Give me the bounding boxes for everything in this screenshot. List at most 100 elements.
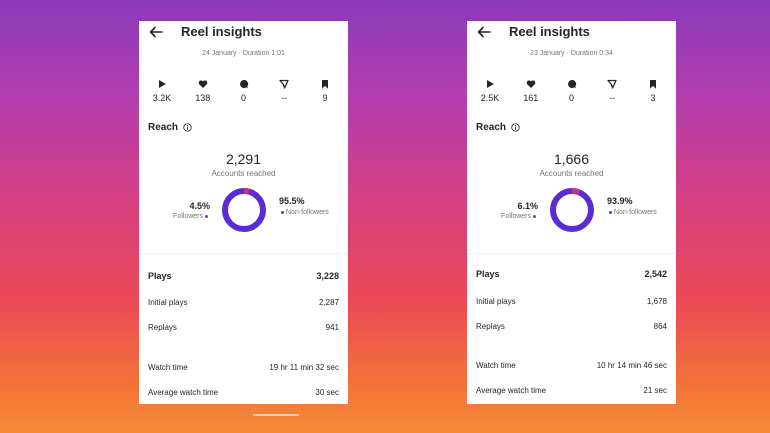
followers-label: Followers <box>173 213 203 220</box>
plays-row: Plays 3,228 <box>148 271 339 281</box>
accounts-reached-count: 1,666 <box>553 151 590 167</box>
reach-heading: Reach <box>148 122 192 133</box>
donut-non-followers-arc <box>550 188 594 232</box>
stat-value: 138 <box>195 93 211 103</box>
followers-legend: 6.1% Followers <box>501 201 538 220</box>
initial-plays-label: Initial plays <box>148 298 188 307</box>
avg-watch-time-value: 21 sec <box>643 386 667 395</box>
watch-time-value: 10 hr 14 min 46 sec <box>596 361 667 370</box>
divider <box>467 253 676 254</box>
stat-value: 0 <box>240 93 246 103</box>
watch-time-label: Watch time <box>148 363 188 372</box>
avg-watch-time-row: Average watch time 30 sec <box>148 388 339 397</box>
donut-followers-arc <box>550 188 594 232</box>
replays-label: Replays <box>148 323 177 332</box>
accounts-reached-label: Accounts reached <box>211 169 276 178</box>
followers-dot <box>533 214 536 218</box>
replays-row: Replays 941 <box>148 323 339 332</box>
non-followers-label: Non-followers <box>614 209 657 216</box>
donut-followers-arc <box>222 188 266 232</box>
arrow-left-icon[interactable] <box>476 24 492 40</box>
non-followers-legend: 95.5% Non-followers <box>279 196 329 217</box>
plays-label: Plays <box>148 271 172 281</box>
plays-row: Plays 2,542 <box>476 269 667 279</box>
followers-legend: 4.5% Followers <box>173 201 210 220</box>
avg-watch-time-row: Average watch time 21 sec <box>476 386 667 395</box>
stat-plays: 2.5K <box>473 79 507 109</box>
accounts-reached-label: Accounts reached <box>539 169 604 178</box>
followers-label: Followers <box>501 213 531 220</box>
stat-value: 161 <box>523 93 539 103</box>
stat-value: 3.2K <box>152 93 172 103</box>
initial-plays-label: Initial plays <box>476 297 516 306</box>
comment-icon <box>239 79 248 88</box>
stat-saves: 9 <box>308 79 342 109</box>
header: Reel insights <box>467 21 676 45</box>
initial-plays-value: 1,678 <box>646 297 667 306</box>
stat-likes: 138 <box>186 79 220 109</box>
non-followers-legend: 93.9% Non-followers <box>607 196 657 217</box>
non-followers-dot <box>609 210 612 214</box>
stat-value: 3 <box>650 93 656 103</box>
reel-meta: 24 January · Duration 1:01 <box>202 50 285 57</box>
stat-comments: 0 <box>555 79 589 109</box>
non-followers-label: Non-followers <box>286 209 329 216</box>
non-followers-percent: 93.9% <box>607 196 633 206</box>
heart-icon <box>526 80 536 88</box>
stat-shares: -- <box>595 79 629 109</box>
replays-row: Replays 864 <box>476 322 667 331</box>
plays-label: Plays <box>476 269 500 279</box>
send-icon <box>607 79 617 89</box>
watch-time-row: Watch time 19 hr 11 min 32 sec <box>148 363 339 372</box>
send-icon <box>279 79 289 89</box>
watch-time-label: Watch time <box>476 361 516 370</box>
stat-value: -- <box>281 93 288 103</box>
stat-likes: 161 <box>514 79 548 109</box>
initial-plays-value: 2,287 <box>318 298 339 307</box>
plays-value: 3,228 <box>316 271 339 281</box>
initial-plays-row: Initial plays 1,678 <box>476 297 667 306</box>
replays-value: 864 <box>653 322 667 331</box>
divider <box>139 253 348 254</box>
bookmark-icon <box>322 80 328 89</box>
bookmark-icon <box>650 80 656 89</box>
info-icon[interactable] <box>511 123 520 132</box>
replays-label: Replays <box>476 322 505 331</box>
accounts-reached-count: 2,291 <box>225 151 262 167</box>
stat-shares: -- <box>267 79 301 109</box>
non-followers-dot <box>281 210 284 214</box>
play-icon <box>487 80 494 88</box>
followers-dot <box>205 214 208 218</box>
stat-comments: 0 <box>227 79 261 109</box>
audience-donut-chart <box>550 188 594 232</box>
stat-value: -- <box>609 93 616 103</box>
followers-percent: 4.5% <box>189 201 210 211</box>
info-icon[interactable] <box>183 123 192 132</box>
stat-value: 9 <box>322 93 328 103</box>
avg-watch-time-label: Average watch time <box>148 388 219 397</box>
comment-icon <box>567 79 576 88</box>
watch-time-value: 19 hr 11 min 32 sec <box>269 363 339 372</box>
stats-row: 2.5K 161 0 -- 3 <box>473 79 670 109</box>
replays-value: 941 <box>325 323 339 332</box>
avg-watch-time-label: Average watch time <box>476 386 547 395</box>
donut-non-followers-arc <box>222 188 266 232</box>
reel-insights-card: Reel insights 23 January · Duration 0:34… <box>467 21 676 404</box>
stats-row: 3.2K 138 0 -- 9 <box>145 79 342 109</box>
play-icon <box>159 80 166 88</box>
reach-label: Reach <box>148 122 179 133</box>
reach-heading: Reach <box>476 122 520 133</box>
reel-meta: 23 January · Duration 0:34 <box>530 50 613 57</box>
initial-plays-row: Initial plays 2,287 <box>148 298 339 307</box>
header: Reel insights <box>139 21 348 45</box>
stat-value: 2.5K <box>480 93 500 103</box>
page-title: Reel insights <box>509 24 590 39</box>
stat-saves: 3 <box>636 79 670 109</box>
arrow-left-icon[interactable] <box>148 24 164 40</box>
page-title: Reel insights <box>181 24 262 39</box>
avg-watch-time-value: 30 sec <box>315 388 339 397</box>
bottom-highlight <box>253 414 299 416</box>
stat-plays: 3.2K <box>145 79 179 109</box>
followers-percent: 6.1% <box>517 201 538 211</box>
reel-insights-card: Reel insights 24 January · Duration 1:01… <box>139 21 348 404</box>
